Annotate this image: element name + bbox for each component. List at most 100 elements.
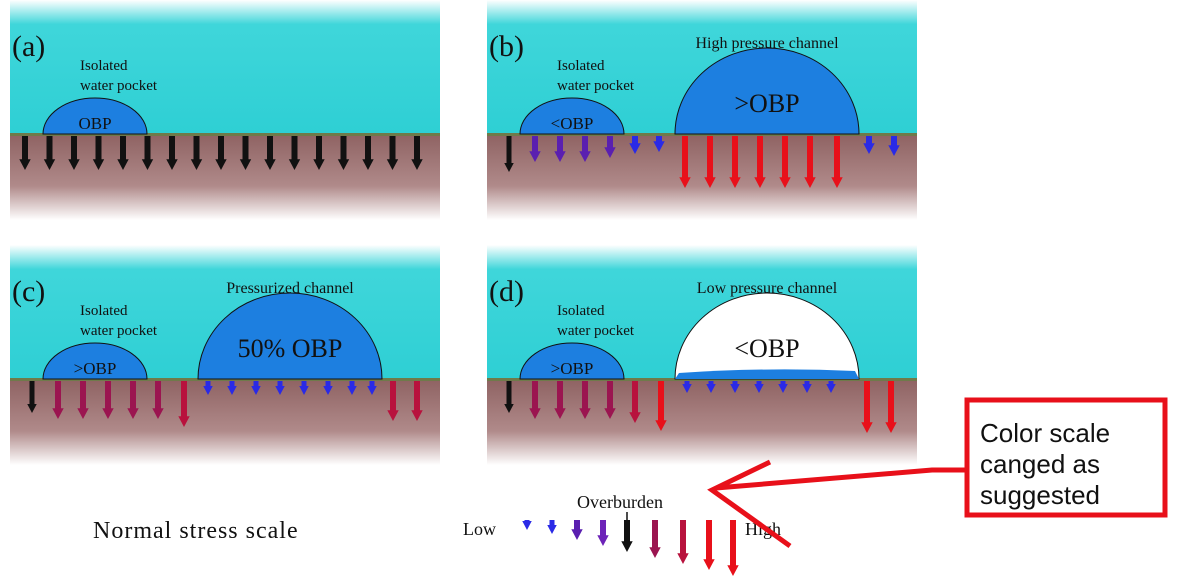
stress-arrow [190,136,203,170]
pocket-label: Isolated [557,303,605,319]
stress-arrow [367,381,377,395]
channel [674,292,860,380]
annotation-box [964,397,1168,518]
panel: (a) Isolated water pocket OBP [10,0,440,220]
panel-label: (c) [12,275,45,308]
pocket-label: Isolated [80,303,128,319]
stress-arrow [52,381,64,419]
stress-arrow [826,381,836,393]
stress-arrow [227,381,237,395]
panel: (c) Isolated water pocket >OBP Pressurized c… [10,245,440,465]
stress-arrow [604,381,616,419]
stress-arrow [43,136,56,170]
pocket-pressure: >OBP [551,359,594,378]
stress-arrow [677,520,689,564]
stress-arrow [275,381,285,395]
channel-pressure: 50% OBP [238,334,343,363]
bed [487,135,917,220]
channel-title: Pressurized channel [226,280,354,297]
water-pocket [42,342,148,380]
stress-arrow [649,520,661,558]
stress-arrow [629,381,641,423]
stress-arrow [778,381,788,393]
pocket-pressure: OBP [78,114,111,133]
stress-arrow [729,136,741,188]
stress-arrow [77,381,89,419]
stress-arrow [655,381,667,431]
stress-arrow [885,381,897,433]
stress-arrow [504,381,514,413]
interface [10,133,440,136]
stress-arrow [861,381,873,433]
stress-arrow [863,136,875,154]
stress-arrow [831,136,843,188]
stress-arrow [653,136,665,152]
stress-arrow [92,136,105,170]
panel-label: (b) [489,30,524,63]
stress-arrow [804,136,816,188]
annotation-arrow [707,459,965,549]
stress-arrow [127,381,139,419]
stress-arrow [264,136,276,170]
stress-arrow [522,520,532,530]
stress-arrow [554,381,566,419]
pocket-label: water pocket [80,323,158,339]
stress-arrow [754,381,764,393]
stress-arrow [288,136,301,170]
stress-arrow [102,381,114,419]
bed [10,380,440,465]
water-pocket [519,97,625,135]
stress-arrow [411,136,423,170]
bed [487,380,917,465]
scale-overburden: Overburden [577,492,663,512]
stress-arrow [571,520,583,540]
stress-arrow [579,136,591,162]
stress-arrow [547,520,557,534]
pocket-label: Isolated [557,58,605,74]
stress-arrow [347,381,357,395]
stress-arrow [239,136,252,170]
stress-arrow [323,381,333,395]
stress-arrow [504,136,514,172]
scale-title: Normal stress scale [93,518,299,544]
stress-arrow [362,136,374,170]
pocket-label: water pocket [557,78,635,94]
stress-arrow [754,136,766,188]
scale-low: Low [463,519,496,539]
stress-arrow [704,136,716,188]
stress-arrow [730,381,740,393]
stress-arrow [27,381,37,413]
stress-arrow [706,381,716,393]
stress-arrow [802,381,812,393]
stress-arrow [203,381,213,395]
pocket-label: water pocket [80,78,158,94]
panel: (d) Isolated water pocket >OBP Low pressure … [487,245,917,465]
channel-title: High pressure channel [695,35,839,52]
stress-arrow [727,520,739,576]
stress-arrow [141,136,154,170]
water-pocket [42,97,148,135]
channel-water [675,369,859,379]
panel: (b) Isolated water pocket <OBP High pressure… [487,0,917,220]
pocket-label: water pocket [557,323,635,339]
stress-arrow [703,520,715,570]
annotation-text: Color scale [980,418,1110,448]
stress-arrow [299,381,309,395]
panel-label: (a) [12,30,45,63]
stress-arrow [779,136,791,188]
stress-arrow [604,136,616,158]
stress-arrow [152,381,164,419]
stress-arrow [313,136,325,170]
stress-arrow [597,520,609,546]
channel-title: Low pressure channel [697,280,838,297]
channel-pressure: >OBP [734,89,799,118]
stress-arrow [251,381,261,395]
stress-arrow [621,520,633,552]
stress-arrow [166,136,178,170]
pocket-pressure: <OBP [551,114,594,133]
stress-arrow [411,381,423,421]
stress-arrow [337,136,350,170]
channel-pressure: <OBP [734,334,799,363]
stress-arrow [68,136,80,170]
